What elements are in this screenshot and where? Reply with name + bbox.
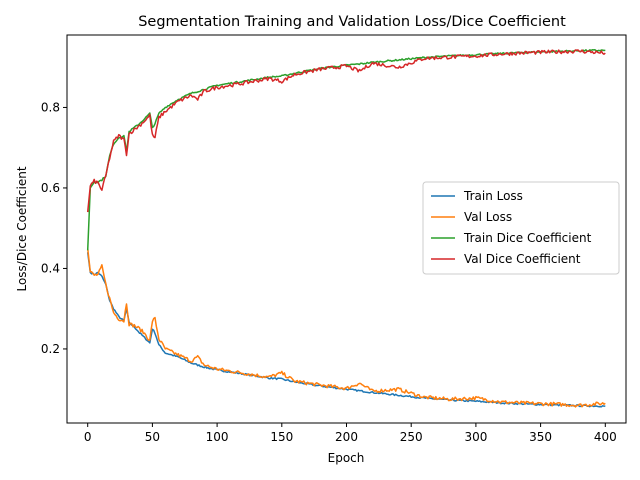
series-line-2 <box>86 248 606 408</box>
chart-title: Segmentation Training and Validation Los… <box>138 14 566 30</box>
y-axis-ticks: 0.2 0.4 0.6 0.8 <box>41 100 67 356</box>
legend-label: Train Loss <box>463 189 523 203</box>
y-tick-label: 0.2 <box>41 342 60 356</box>
legend-label: Val Dice Coefficient <box>464 252 581 266</box>
legend-label: Val Loss <box>464 210 512 224</box>
x-tick-label: 150 <box>270 430 293 444</box>
x-tick-label: 400 <box>594 430 617 444</box>
x-axis-label: Epoch <box>328 451 365 465</box>
y-tick-label: 0.4 <box>41 261 60 275</box>
x-tick-label: 50 <box>145 430 160 444</box>
x-tick-label: 100 <box>206 430 229 444</box>
x-tick-label: 250 <box>400 430 423 444</box>
y-tick-label: 0.8 <box>41 100 60 114</box>
y-axis-label: Loss/Dice Coefficient <box>15 166 29 291</box>
x-tick-label: 0 <box>84 430 92 444</box>
legend: Train Loss Val Loss Train Dice Coefficient… <box>422 181 620 275</box>
series-line-4 <box>86 49 606 213</box>
plot-lines <box>86 49 606 408</box>
x-tick-label: 350 <box>529 430 552 444</box>
x-axis-ticks: 0 50 100 150 200 250 300 350 400 <box>84 423 617 444</box>
x-tick-label: 200 <box>335 430 358 444</box>
y-tick-label: 0.6 <box>41 181 60 195</box>
x-tick-label: 300 <box>464 430 487 444</box>
legend-box <box>422 181 620 275</box>
series-line-1 <box>86 252 606 408</box>
legend-label: Train Dice Coefficient <box>463 231 592 245</box>
